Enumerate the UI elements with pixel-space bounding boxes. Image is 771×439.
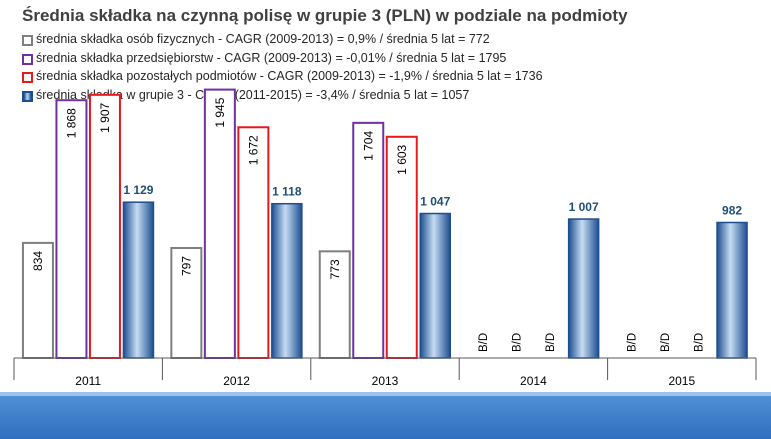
bar (567, 218, 600, 359)
legend-label: średnia składka w grupie 3 - CAGR (2011-… (36, 87, 470, 102)
data-label: 1 007 (569, 200, 599, 214)
x-tick-label: 2015 (668, 374, 695, 388)
data-label: 834 (31, 251, 45, 271)
x-tick-label: 2014 (520, 374, 547, 388)
bar (203, 88, 236, 359)
legend-marker-icon (22, 53, 33, 65)
bar (88, 93, 121, 359)
data-label: 1 704 (361, 131, 375, 161)
missing-data-label: B/D (478, 333, 490, 352)
missing-data-label: B/D (545, 333, 557, 352)
chart-legend: średnia składka osób fizycznych - CAGR (… (22, 32, 543, 106)
missing-data-label: B/D (660, 333, 672, 352)
legend-marker-icon (22, 90, 33, 102)
data-label: 797 (179, 256, 193, 276)
legend-label: średnia składka osób fizycznych - CAGR (… (36, 32, 490, 46)
data-label: 1 907 (98, 103, 112, 133)
bar (419, 212, 451, 359)
data-label: 1 129 (123, 183, 153, 197)
footer-band-highlight (0, 392, 771, 396)
bar (271, 202, 303, 359)
plot-area: 834 1 868 1 907 1 129 797 1 945 1 672 1 118 773 1… (13, 88, 757, 388)
data-label: 982 (722, 203, 742, 217)
legend-marker-icon (22, 35, 33, 46)
legend-marker-icon (22, 72, 33, 83)
bar (716, 221, 748, 359)
bar (122, 201, 155, 359)
missing-data-label: B/D (512, 333, 524, 352)
bar (170, 247, 203, 360)
bar (21, 241, 54, 360)
data-label: 773 (328, 259, 342, 279)
data-label: 1 672 (246, 135, 260, 165)
bar (55, 99, 88, 359)
legend-item-przedsiebiorstwa: średnia składka przedsiębiorstw - CAGR (… (22, 51, 543, 70)
legend-item-pozostale: średnia składka pozostałych podmiotów - … (22, 69, 543, 88)
legend-label: średnia składka przedsiębiorstw - CAGR (… (36, 50, 507, 65)
missing-data-label: B/D (694, 333, 706, 352)
data-label: 1 603 (395, 144, 409, 174)
legend-label: średnia składka pozostałych podmiotów - … (36, 69, 543, 83)
x-tick-label: 2012 (223, 374, 250, 388)
footer-band (0, 396, 771, 439)
data-label: 1 945 (213, 97, 227, 127)
data-label: 1 868 (64, 108, 78, 138)
legend-item-osoby-fizyczne: średnia składka osób fizycznych - CAGR (… (22, 32, 543, 51)
missing-data-label: B/D (627, 333, 639, 352)
bar (237, 126, 270, 359)
data-label: 1 118 (272, 185, 302, 199)
data-label: 1 047 (420, 195, 450, 209)
x-tick-label: 2011 (75, 374, 101, 388)
chart-title: Średnia składka na czynną polisę w grupi… (22, 6, 628, 25)
x-tick-label: 2013 (372, 374, 399, 388)
legend-item-grupa-3: średnia składka w grupie 3 - CAGR (2011-… (22, 88, 543, 107)
